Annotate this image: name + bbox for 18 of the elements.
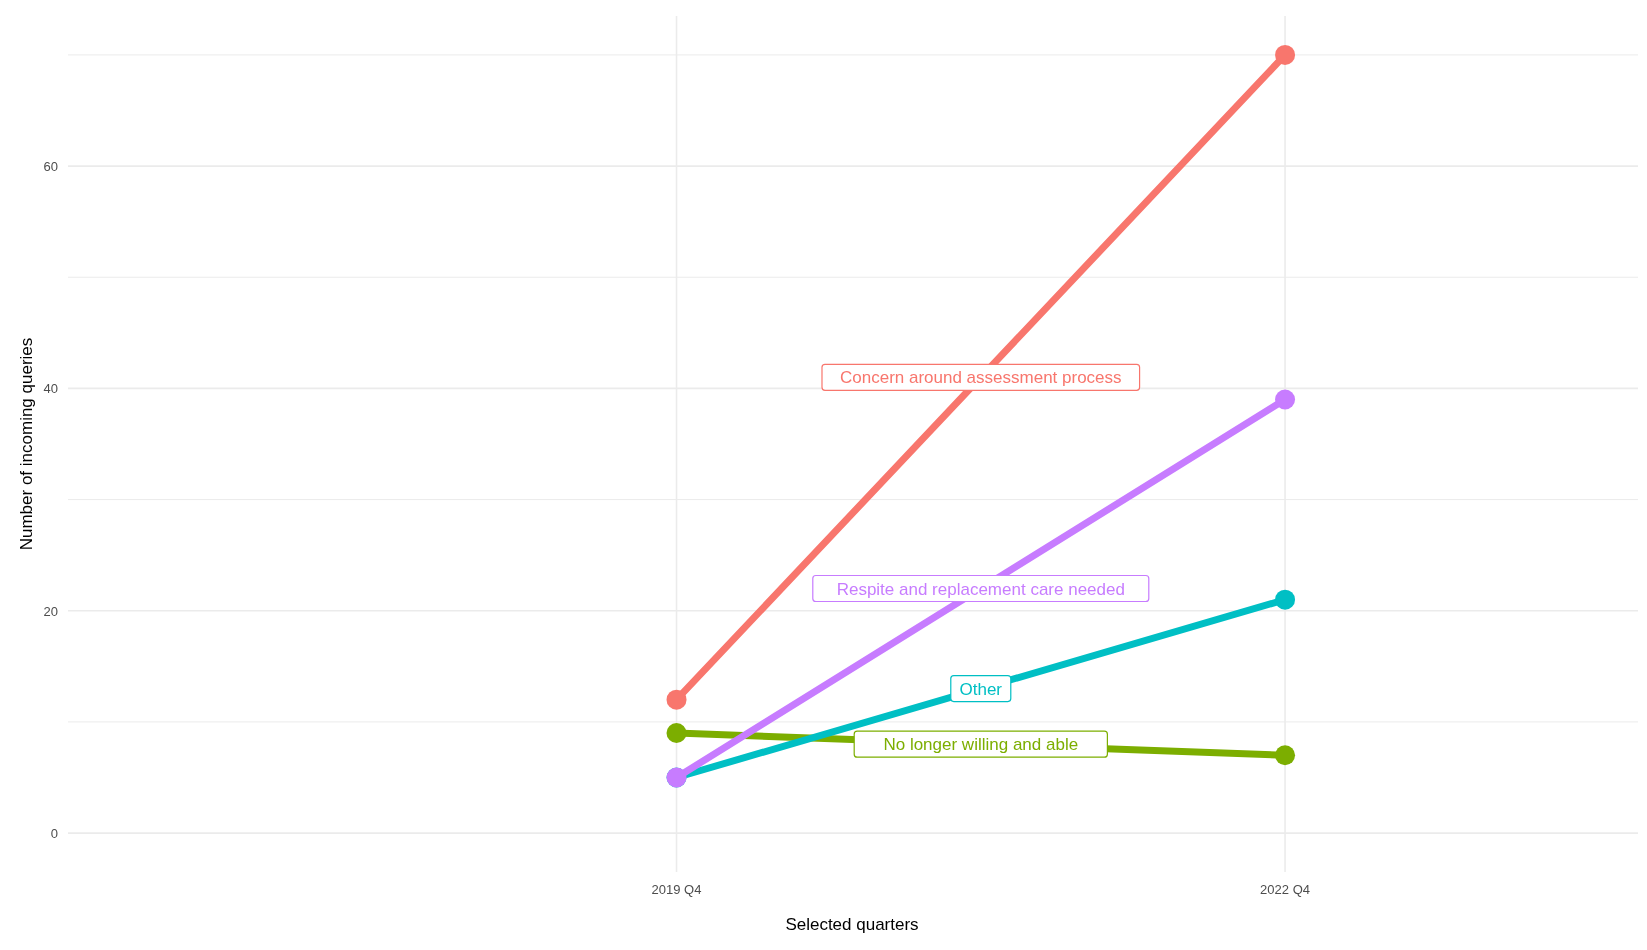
- series-label: No longer willing and able: [883, 735, 1079, 755]
- point: [1275, 389, 1296, 410]
- point: [666, 689, 687, 710]
- x-axis-title: Selected quarters: [785, 915, 919, 934]
- point: [1275, 589, 1296, 610]
- y-tick-label: 0: [50, 826, 58, 842]
- point: [666, 723, 687, 744]
- series-label: Other: [959, 679, 1003, 699]
- y-tick-label: 20: [43, 603, 58, 619]
- series-label: Respite and replacement care needed: [836, 579, 1125, 599]
- point: [1275, 745, 1296, 766]
- y-tick-label: 40: [43, 381, 58, 397]
- point: [1275, 44, 1296, 65]
- y-tick-label: 60: [43, 159, 58, 175]
- x-tick-label: 2022 Q4: [1260, 882, 1310, 897]
- x-tick-label: 2019 Q4: [651, 882, 702, 897]
- series-label: Concern around assessment process: [839, 368, 1122, 388]
- y-axis-title: Number of incoming queries: [17, 337, 36, 551]
